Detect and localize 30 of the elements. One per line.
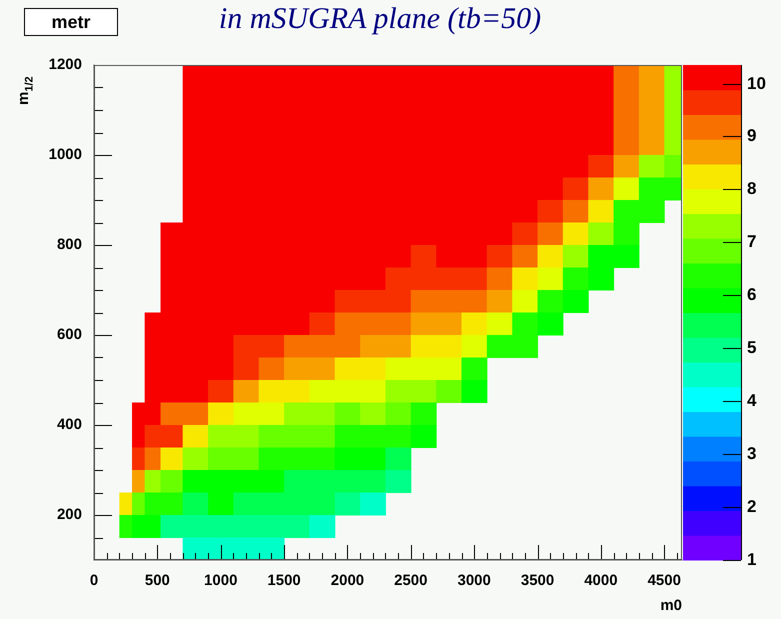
color-bar-label: 2 [747, 497, 756, 516]
y-axis-title: m1/2 [15, 76, 36, 105]
color-bar-label: 5 [747, 338, 756, 358]
x-tick-label: 0 [90, 572, 98, 590]
x-tick-label: 4500 [648, 572, 681, 590]
y-tick-label: 1000 [48, 146, 82, 164]
x-tick-label: 3000 [457, 572, 491, 590]
y-tick-label: 1200 [48, 56, 82, 74]
y-tick-label: 600 [56, 326, 82, 344]
chart-title: in mSUGRA plane (tb=50) [218, 2, 542, 36]
color-bar-label: 10 [747, 74, 766, 94]
color-bar-label: 1 [747, 550, 756, 570]
color-bar-label: 7 [747, 232, 756, 252]
x-tick-label: 1500 [267, 572, 301, 590]
x-tick-label: 2500 [394, 572, 428, 590]
y-tick-label: 200 [56, 506, 82, 524]
x-axis-title: m0 [660, 597, 682, 614]
x-tick-label: 3500 [520, 572, 554, 590]
color-bar-label: 6 [747, 285, 756, 304]
color-bar-label: 8 [747, 179, 756, 198]
y-tick-label: 800 [56, 236, 82, 254]
x-tick-label: 4000 [584, 572, 618, 590]
text: metr [24, 8, 118, 36]
x-tick-label: 500 [144, 572, 170, 590]
x-tick-label: 2000 [330, 572, 364, 590]
y-tick-label: 400 [56, 416, 82, 434]
color-bar-label: 4 [747, 391, 757, 410]
color-bar-label: 9 [747, 126, 756, 146]
color-bar-label: 3 [747, 444, 756, 464]
x-tick-label: 1000 [204, 572, 238, 590]
